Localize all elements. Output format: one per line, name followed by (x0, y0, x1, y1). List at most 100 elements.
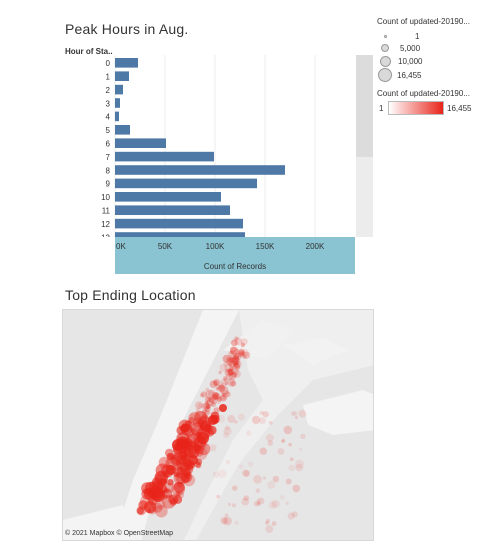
location-dot[interactable] (227, 415, 235, 423)
location-dot[interactable] (227, 369, 234, 376)
bar-hour-3[interactable] (115, 98, 120, 108)
location-dot[interactable] (224, 382, 228, 386)
location-dot[interactable] (266, 434, 274, 442)
location-dot[interactable] (152, 503, 162, 513)
location-dot[interactable] (218, 469, 227, 478)
location-dot[interactable] (284, 426, 293, 435)
location-dot[interactable] (225, 514, 229, 518)
location-dot[interactable] (186, 441, 195, 450)
location-dot[interactable] (209, 444, 216, 451)
location-dot[interactable] (281, 440, 285, 444)
location-dot[interactable] (232, 485, 237, 490)
location-dot[interactable] (288, 443, 292, 447)
location-dot[interactable] (238, 413, 245, 420)
location-dot[interactable] (242, 470, 249, 477)
location-dot[interactable] (239, 465, 243, 469)
location-dot[interactable] (286, 502, 289, 505)
location-dot-hotspot[interactable] (151, 488, 165, 502)
location-dot[interactable] (291, 411, 296, 416)
location-dot-hotspot[interactable] (188, 455, 198, 465)
bar-hour-9[interactable] (115, 179, 257, 189)
bar-hour-1[interactable] (115, 71, 129, 81)
location-dot[interactable] (293, 485, 301, 493)
location-dot[interactable] (242, 349, 249, 356)
location-dot[interactable] (219, 364, 227, 372)
location-dot[interactable] (235, 361, 238, 364)
location-dot[interactable] (278, 448, 285, 455)
location-dot[interactable] (269, 501, 277, 509)
location-dot[interactable] (208, 390, 216, 398)
bar-hour-7[interactable] (115, 152, 214, 162)
location-dot-hotspot[interactable] (208, 415, 218, 425)
bar-hour-12[interactable] (115, 219, 243, 229)
bar-hour-11[interactable] (115, 205, 230, 215)
location-dot[interactable] (272, 521, 277, 526)
location-dot[interactable] (167, 479, 174, 486)
location-dot[interactable] (269, 421, 273, 425)
location-dot[interactable] (146, 508, 151, 513)
location-dot[interactable] (217, 397, 222, 402)
location-dot[interactable] (206, 403, 212, 409)
color-legend[interactable]: Count of updated-20190... 1 16,455 (377, 89, 489, 119)
location-dot[interactable] (234, 353, 242, 361)
map-view[interactable]: © 2021 Mapbox © OpenStreetMap (62, 309, 374, 541)
bar-hour-8[interactable] (115, 165, 285, 175)
location-dot[interactable] (170, 499, 177, 506)
location-dot[interactable] (290, 457, 294, 461)
location-dot[interactable] (273, 476, 280, 483)
location-dot[interactable] (263, 411, 269, 417)
location-dot[interactable] (267, 481, 275, 489)
vertical-scrollbar[interactable] (356, 55, 373, 237)
location-dot[interactable] (280, 495, 285, 500)
location-dot[interactable] (208, 397, 214, 403)
location-dot[interactable] (217, 415, 225, 423)
location-dot[interactable] (265, 525, 273, 533)
location-dot[interactable] (263, 476, 266, 479)
location-dot-hotspot[interactable] (159, 478, 167, 486)
location-dot[interactable] (205, 388, 209, 392)
location-dot[interactable] (300, 434, 305, 439)
location-dot[interactable] (244, 495, 250, 501)
location-dot-hotspot[interactable] (181, 424, 190, 433)
location-dot[interactable] (230, 381, 236, 387)
location-dot[interactable] (246, 431, 251, 436)
location-dot[interactable] (227, 355, 235, 363)
location-dot[interactable] (229, 364, 232, 367)
bar-hour-2[interactable] (115, 85, 123, 95)
location-dot[interactable] (253, 475, 262, 484)
location-dot[interactable] (177, 482, 182, 487)
location-dot[interactable] (218, 371, 221, 374)
bar-hour-0[interactable] (115, 58, 138, 68)
location-dot[interactable] (299, 448, 302, 451)
location-dot-hotspot[interactable] (172, 439, 184, 451)
location-dot[interactable] (180, 450, 188, 458)
location-dot[interactable] (223, 376, 228, 381)
location-dot[interactable] (220, 386, 229, 395)
bar-hour-6[interactable] (115, 138, 166, 148)
location-dot[interactable] (213, 407, 219, 413)
location-dot[interactable] (223, 517, 232, 526)
location-dot[interactable] (201, 414, 209, 422)
location-dot[interactable] (205, 423, 211, 429)
location-dot-hotspot[interactable] (197, 432, 209, 444)
size-legend[interactable]: Count of updated-20190... 1 5,000 10,000… (377, 17, 487, 87)
bar-hour-5[interactable] (115, 125, 130, 135)
location-dot[interactable] (191, 428, 197, 434)
location-dot[interactable] (235, 338, 243, 346)
location-dot[interactable] (177, 472, 183, 478)
scrollbar-thumb[interactable] (356, 55, 373, 157)
location-dot[interactable] (260, 448, 267, 455)
location-dot[interactable] (165, 449, 173, 457)
location-dot[interactable] (252, 416, 260, 424)
location-dot[interactable] (215, 384, 220, 389)
location-dot-hotspot[interactable] (166, 465, 176, 475)
location-dot-hotspot[interactable] (219, 404, 227, 412)
location-dot[interactable] (196, 408, 200, 412)
location-dot[interactable] (286, 479, 292, 485)
location-dot[interactable] (288, 513, 295, 520)
location-dot[interactable] (265, 521, 269, 525)
location-dot[interactable] (299, 410, 307, 418)
location-dot[interactable] (295, 416, 298, 419)
location-dot[interactable] (235, 521, 239, 525)
location-dot[interactable] (224, 427, 232, 435)
